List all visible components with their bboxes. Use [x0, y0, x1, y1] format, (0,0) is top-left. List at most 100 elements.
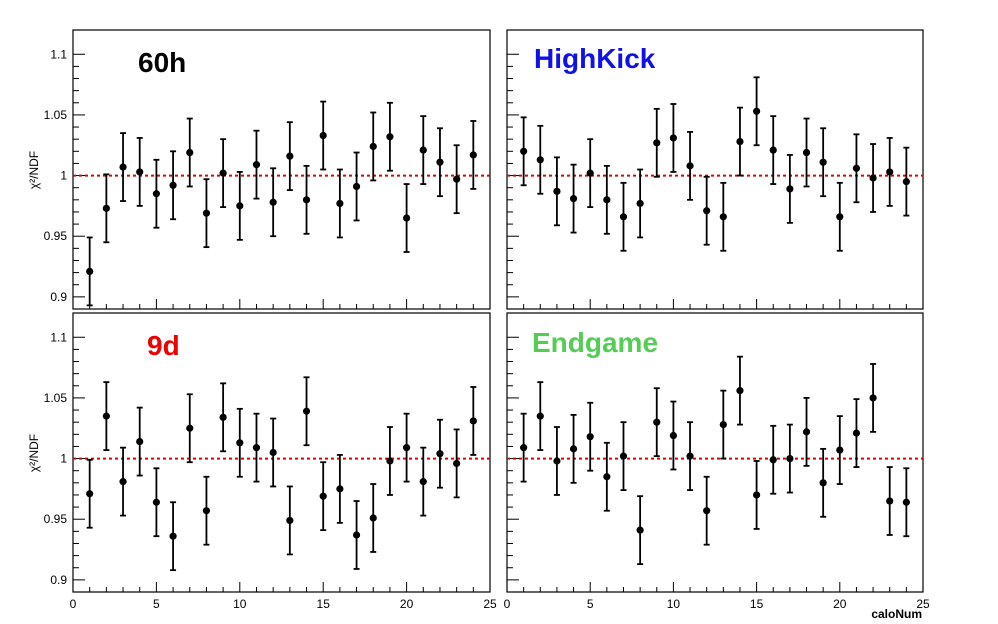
y-tick-label: 0.95 — [44, 229, 68, 243]
data-point — [520, 444, 528, 452]
data-point — [419, 478, 427, 486]
data-point — [336, 485, 344, 493]
data-point — [269, 448, 277, 457]
data-point — [553, 187, 561, 195]
panel-title: 60h — [138, 47, 186, 78]
data-point — [453, 175, 461, 183]
data-point — [636, 526, 644, 534]
data-point — [336, 199, 344, 208]
data-point — [219, 169, 227, 177]
panel-title: 9d — [147, 330, 180, 361]
y-tick-label: 0.9 — [50, 573, 67, 587]
y-tick-label: 1 — [60, 452, 67, 466]
data-point — [619, 213, 628, 221]
y-axis-label: χ²/NDF — [27, 434, 41, 472]
data-point — [520, 147, 528, 155]
data-point — [419, 146, 427, 154]
data-point — [736, 138, 744, 146]
data-point — [902, 498, 910, 506]
data-point — [186, 424, 194, 432]
data-point — [753, 491, 761, 499]
data-point — [902, 178, 910, 186]
data-point — [102, 204, 110, 212]
data-point — [386, 133, 394, 141]
data-point — [703, 507, 711, 515]
data-point — [386, 457, 394, 465]
x-tick-label: 0 — [70, 597, 77, 611]
panel-title: HighKick — [534, 43, 656, 74]
x-tick-label: 25 — [916, 597, 930, 611]
data-point — [469, 417, 477, 425]
data-point — [569, 445, 578, 453]
panel-title: Endgame — [532, 327, 658, 358]
x-tick-label: 5 — [587, 597, 594, 611]
data-point — [136, 437, 144, 446]
data-point — [219, 413, 227, 421]
data-point — [819, 479, 827, 487]
y-tick-label: 1.05 — [44, 391, 68, 405]
data-point — [369, 142, 377, 151]
data-point — [703, 207, 711, 215]
data-point — [152, 190, 160, 198]
data-point — [536, 156, 544, 164]
data-point — [236, 439, 244, 447]
data-point — [653, 418, 661, 426]
data-point — [603, 196, 611, 204]
y-tick-label: 1.1 — [50, 47, 67, 61]
x-tick-label: 10 — [233, 597, 247, 611]
data-point — [352, 182, 361, 191]
data-point — [886, 497, 894, 505]
y-tick-label: 0.95 — [44, 512, 68, 526]
x-tick-label: 25 — [483, 597, 497, 611]
y-axis-label: χ²/NDF — [27, 151, 41, 189]
data-point — [469, 151, 477, 159]
data-point — [352, 531, 361, 539]
data-point — [802, 148, 811, 157]
data-point — [869, 394, 877, 402]
data-point — [436, 450, 444, 458]
data-point — [869, 174, 877, 182]
x-tick-label: 10 — [667, 597, 681, 611]
data-point — [169, 181, 177, 189]
data-point — [553, 457, 561, 465]
data-point — [536, 412, 544, 420]
data-point — [636, 199, 644, 208]
data-point — [403, 444, 411, 452]
data-point — [719, 421, 727, 429]
data-point — [753, 107, 761, 115]
data-point — [169, 532, 177, 540]
data-point — [769, 456, 777, 464]
data-point — [302, 407, 311, 415]
x-axis-label: caloNum — [871, 607, 922, 621]
data-point — [686, 162, 694, 170]
data-point — [136, 168, 144, 176]
data-point — [669, 431, 678, 440]
data-point — [369, 514, 377, 522]
y-tick-label: 1 — [60, 169, 67, 183]
data-point — [86, 490, 94, 498]
y-tick-label: 1.1 — [50, 330, 67, 344]
data-point — [202, 209, 211, 217]
y-tick-label: 0.9 — [50, 290, 67, 304]
data-point — [653, 139, 661, 147]
data-point — [669, 134, 678, 142]
data-point — [252, 161, 261, 169]
x-tick-label: 15 — [317, 597, 331, 611]
x-tick-label: 20 — [400, 597, 414, 611]
data-point — [286, 152, 294, 160]
data-point — [119, 163, 127, 171]
plot-frame — [72, 312, 491, 593]
data-point — [603, 473, 611, 481]
data-point — [186, 148, 194, 157]
data-point — [686, 452, 694, 460]
plot-frame — [506, 312, 924, 593]
data-point — [453, 459, 461, 468]
data-point — [202, 507, 211, 515]
data-point — [436, 158, 444, 166]
x-tick-label: 20 — [833, 597, 847, 611]
data-point — [736, 387, 744, 395]
data-point — [152, 498, 160, 506]
data-point — [302, 196, 311, 204]
data-point — [836, 213, 844, 221]
